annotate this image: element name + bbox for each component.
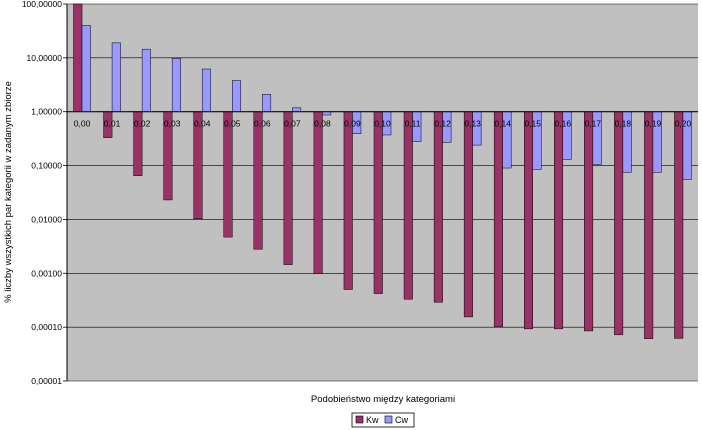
category-label: 0,09: [344, 119, 361, 129]
bar-kw-7: [283, 111, 293, 265]
category-labels: 0,00 0,01 0,02 0,03 0,04 0,05 0,06 0,07 0,08 0,09…: [74, 119, 692, 129]
bar-kw-14: [493, 111, 503, 327]
bar-kw-13: [463, 111, 473, 318]
bar-kw-12: [433, 111, 443, 303]
y-tick-label: 100,00000: [22, 0, 62, 9]
bar-kw-17: [584, 111, 594, 332]
category-label: 0,16: [555, 119, 572, 129]
y-tick-label: 1,00000: [31, 107, 62, 117]
bar-kw-18: [614, 111, 624, 336]
category-label: 0,12: [434, 119, 451, 129]
legend-swatch-kw: [355, 415, 364, 424]
bars: [73, 3, 692, 339]
y-tick-label: 0,00010: [31, 322, 62, 332]
category-label: 0,07: [284, 119, 301, 129]
bar-cw-5: [232, 80, 242, 112]
y-tick-labels: 100,00000 10,00000 1,00000 0,10000 0,01000 0,…: [22, 0, 67, 386]
category-label: 0,03: [164, 119, 181, 129]
y-tick-label: 0,00100: [31, 268, 62, 278]
category-label: 0,01: [104, 119, 121, 129]
bar-cw-0: [81, 25, 91, 112]
bar-kw-11: [403, 111, 413, 300]
bar-kw-6: [253, 111, 263, 250]
bar-kw-5: [223, 111, 233, 238]
category-label: 0,11: [405, 119, 421, 129]
bar-kw-19: [644, 111, 654, 339]
legend-swatch-cw: [384, 415, 393, 424]
category-label: 0,17: [585, 119, 602, 129]
category-label: 0,06: [254, 119, 271, 129]
bar-cw-7: [292, 107, 302, 112]
bar-cw-3: [171, 58, 181, 112]
bar-cw-6: [262, 94, 272, 112]
bar-cw-1: [111, 42, 121, 112]
y-tick-label: 0,10000: [31, 161, 62, 171]
bar-cw-2: [141, 48, 151, 112]
category-label: 0,10: [374, 119, 391, 129]
x-axis-title: Podobieństwo między kategoriami: [311, 394, 455, 405]
bar-kw-16: [554, 111, 564, 330]
category-label: 0,18: [615, 119, 632, 129]
category-label: 0,20: [675, 119, 692, 129]
category-label: 0,13: [464, 119, 481, 129]
legend-label-kw: Kw: [366, 415, 379, 425]
bar-kw-10: [373, 111, 383, 294]
legend-box: [351, 412, 415, 428]
bar-kw-9: [343, 111, 353, 290]
category-label: 0,02: [134, 119, 151, 129]
legend-label-cw: Cw: [395, 415, 408, 425]
category-label: 0,08: [314, 119, 331, 129]
category-label: 0,00: [74, 119, 91, 129]
category-label: 0,14: [494, 119, 511, 129]
y-tick-label: 0,00001: [31, 376, 62, 386]
legend: Kw Cw: [351, 412, 415, 428]
y-axis-title: % liczby wszystkich par kategorii w zada…: [3, 81, 14, 303]
y-tick-label: 0,01000: [31, 214, 62, 224]
category-label: 0,19: [645, 119, 662, 129]
category-label: 0,05: [224, 119, 241, 129]
bar-kw-0: [73, 3, 83, 112]
category-label: 0,04: [194, 119, 211, 129]
bar-kw-15: [523, 111, 533, 330]
bar-kw-8: [313, 111, 323, 275]
category-label: 0,15: [524, 119, 541, 129]
bar-cw-4: [201, 68, 211, 112]
y-tick-label: 10,00000: [27, 53, 63, 63]
bar-kw-20: [674, 111, 684, 339]
